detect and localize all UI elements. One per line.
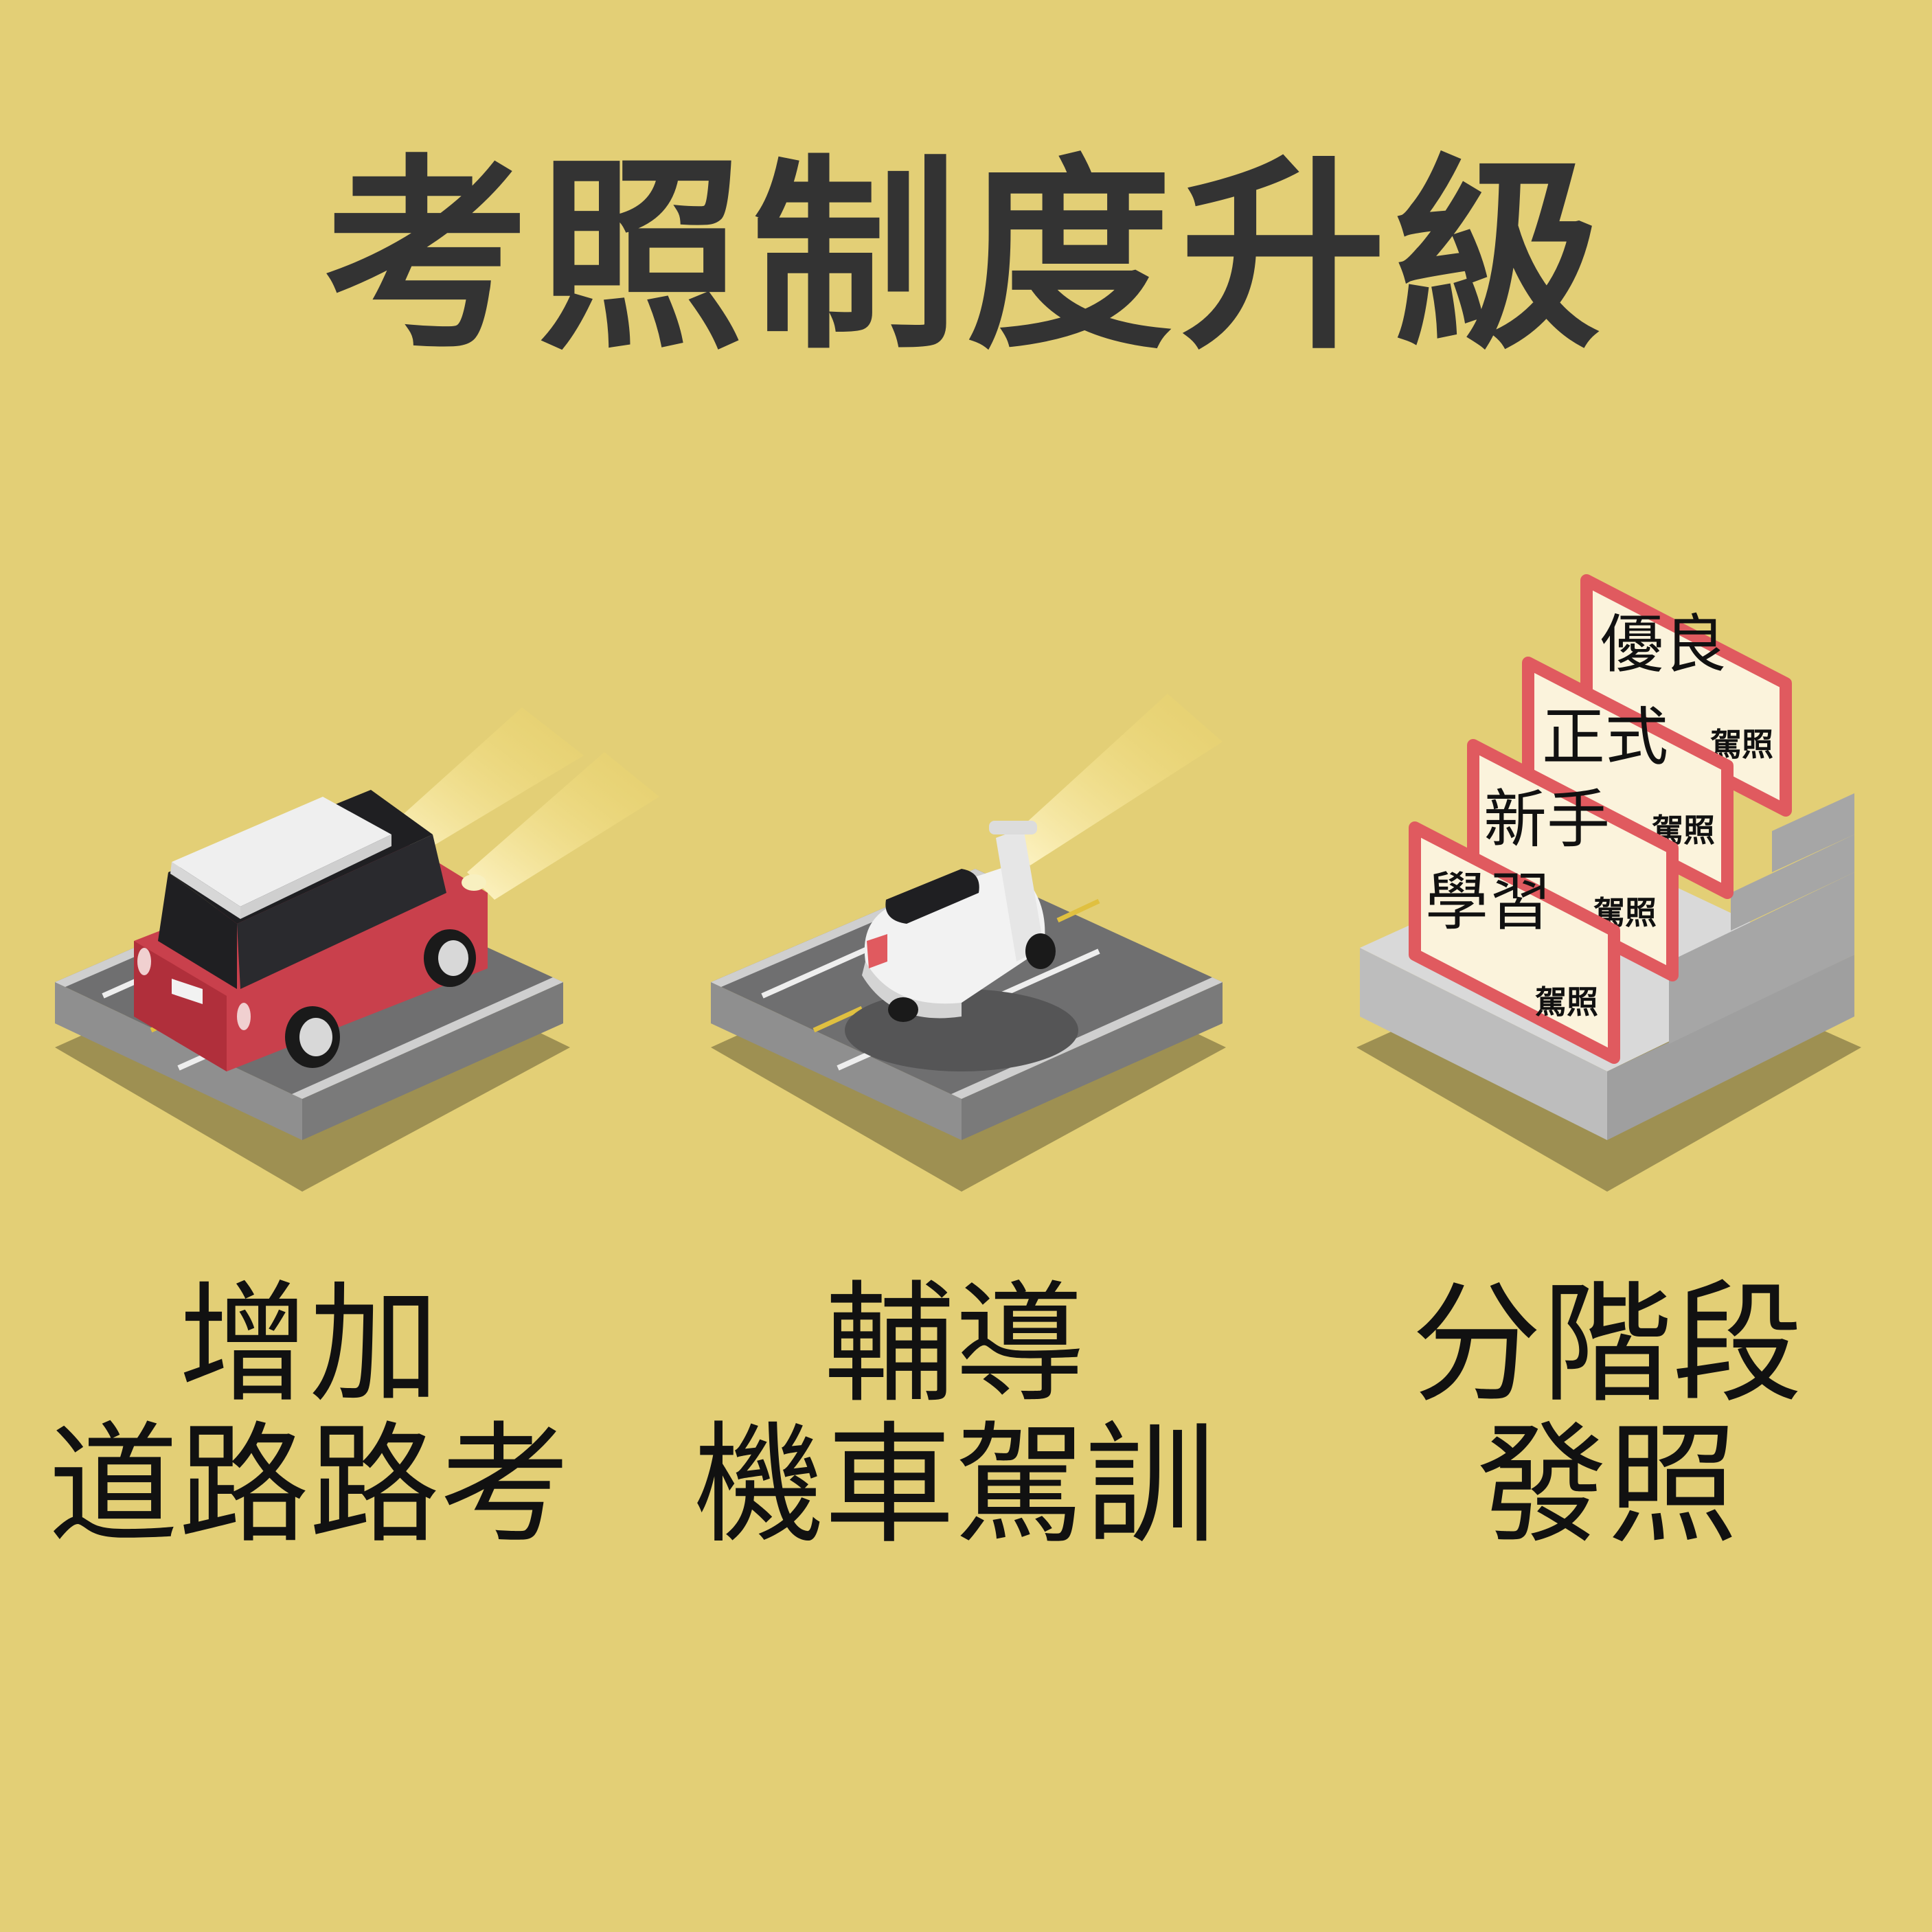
license-sign-1: 學習 駕照 xyxy=(1409,821,1620,1064)
caption-line-2: 發照 xyxy=(1476,1409,1738,1561)
caption-line-2: 機車駕訓 xyxy=(693,1409,1216,1561)
caption-line-1: 增加 xyxy=(178,1269,440,1420)
sign-main-text: 學習 xyxy=(1425,865,1552,939)
caption-scooter-training: 輔導 機車駕訓 xyxy=(646,1274,1264,1556)
license-sign-4: 優良 駕照 xyxy=(1580,574,1792,817)
caption-line-2: 道路路考 xyxy=(47,1409,570,1561)
caption-staged-license: 分階段 發照 xyxy=(1298,1274,1916,1556)
sign-main-text: 正式 xyxy=(1542,701,1668,774)
license-stairs-icon: 優良 駕照 正式 駕照 新手 駕照 學習 駕照 xyxy=(1356,574,1861,1192)
caption-road-test: 增加 道路路考 xyxy=(0,1274,618,1556)
page-title: 考照制度升級 xyxy=(323,137,1609,377)
caption-line-1: 分階段 xyxy=(1411,1269,1803,1420)
sign-sub-text: 駕照 xyxy=(1535,984,1598,1021)
scooter-on-road-icon xyxy=(711,694,1226,1192)
sign-main-text: 優良 xyxy=(1600,608,1727,681)
caption-line-1: 輔導 xyxy=(823,1269,1085,1420)
license-sign-2: 新手 駕照 xyxy=(1467,739,1679,981)
license-sign-3: 正式 駕照 xyxy=(1522,657,1734,899)
car-on-road-icon xyxy=(55,707,659,1192)
sign-main-text: 新手 xyxy=(1484,783,1610,856)
